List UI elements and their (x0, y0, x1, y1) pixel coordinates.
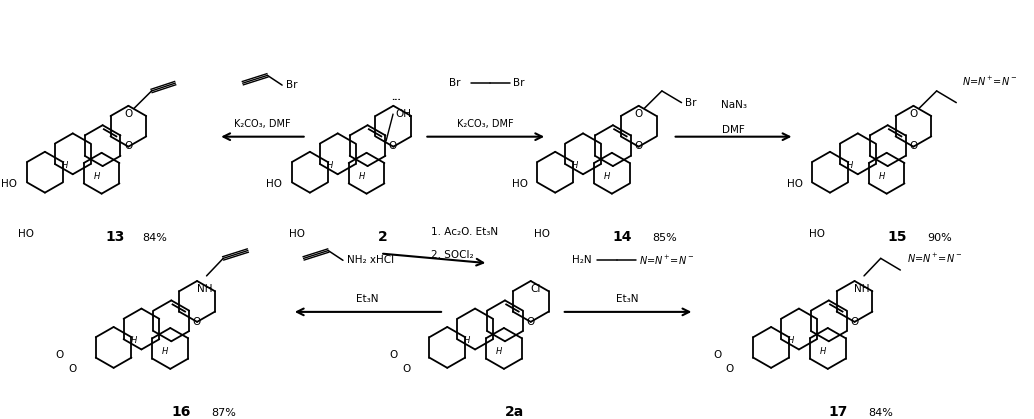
Text: $N$=$N^+$$\!\!=\!N^-$: $N$=$N^+$$\!\!=\!N^-$ (907, 252, 963, 265)
Text: Br: Br (686, 98, 697, 108)
Text: DMF: DMF (722, 125, 744, 135)
Text: H₂N: H₂N (572, 255, 591, 265)
Text: 15: 15 (887, 230, 907, 244)
Text: H: H (820, 347, 826, 356)
Text: HO: HO (534, 229, 550, 239)
Text: H: H (327, 161, 333, 170)
Text: 2. SOCl₂: 2. SOCl₂ (431, 251, 474, 261)
Text: Br: Br (513, 78, 524, 88)
Text: HO: HO (809, 229, 825, 239)
Text: H: H (162, 347, 169, 356)
Text: OH: OH (395, 109, 410, 119)
Text: HO: HO (787, 179, 802, 189)
Text: H: H (788, 336, 794, 345)
Text: 90%: 90% (927, 233, 952, 243)
Text: H: H (93, 172, 100, 181)
Text: O: O (389, 142, 397, 151)
Text: K₂CO₃, DMF: K₂CO₃, DMF (234, 119, 291, 129)
Text: HO: HO (288, 229, 305, 239)
Text: 13: 13 (105, 230, 125, 244)
Text: 16: 16 (172, 405, 190, 419)
Text: 14: 14 (613, 230, 633, 244)
Text: 1. Ac₂O. Et₃N: 1. Ac₂O. Et₃N (431, 227, 498, 237)
Text: 2: 2 (378, 230, 388, 244)
Text: O: O (634, 109, 642, 119)
Text: O: O (909, 142, 917, 151)
Text: Br: Br (286, 80, 298, 90)
Text: H: H (879, 172, 885, 181)
Text: H: H (359, 172, 365, 181)
Text: Br: Br (449, 78, 460, 88)
Text: O: O (124, 109, 132, 119)
Text: O: O (402, 364, 410, 374)
Text: NH₂ xHCl: NH₂ xHCl (346, 255, 394, 265)
Text: O: O (68, 364, 77, 374)
Text: O: O (909, 109, 917, 119)
Text: O: O (526, 317, 535, 327)
Text: 2a: 2a (505, 405, 524, 419)
Text: Cl: Cl (530, 285, 541, 295)
Text: 84%: 84% (869, 408, 893, 418)
Text: K₂CO₃, DMF: K₂CO₃, DMF (457, 119, 514, 129)
Text: H: H (130, 336, 136, 345)
Text: 84%: 84% (142, 233, 166, 243)
Text: HO: HO (1, 179, 18, 189)
Text: H: H (464, 336, 470, 345)
Text: 17: 17 (829, 405, 848, 419)
Text: O: O (634, 142, 642, 151)
Text: H: H (847, 161, 853, 170)
Text: O: O (850, 317, 858, 327)
Text: O: O (124, 142, 132, 151)
Text: O: O (713, 350, 722, 360)
Text: HO: HO (18, 229, 34, 239)
Text: ...: ... (392, 93, 401, 101)
Text: 87%: 87% (211, 408, 236, 418)
Text: O: O (389, 350, 397, 360)
Text: $N$=$N^+$$\!\!=\!N^-$: $N$=$N^+$$\!\!=\!N^-$ (963, 75, 1017, 88)
Text: O: O (192, 317, 201, 327)
Text: $N$=$N^+$$\!\!=\!N^-$: $N$=$N^+$$\!\!=\!N^-$ (639, 254, 695, 267)
Text: Et₃N: Et₃N (357, 294, 378, 304)
Text: NH: NH (196, 285, 212, 295)
Text: H: H (572, 161, 578, 170)
Text: 85%: 85% (652, 233, 677, 243)
Text: O: O (56, 350, 64, 360)
Text: NH: NH (854, 285, 870, 295)
Text: H: H (62, 161, 68, 170)
Text: H: H (496, 347, 503, 356)
Text: HO: HO (512, 179, 527, 189)
Text: NaN₃: NaN₃ (721, 100, 747, 109)
Text: Et₃N: Et₃N (616, 294, 639, 304)
Text: O: O (726, 364, 734, 374)
Text: HO: HO (267, 179, 282, 189)
Text: H: H (604, 172, 610, 181)
